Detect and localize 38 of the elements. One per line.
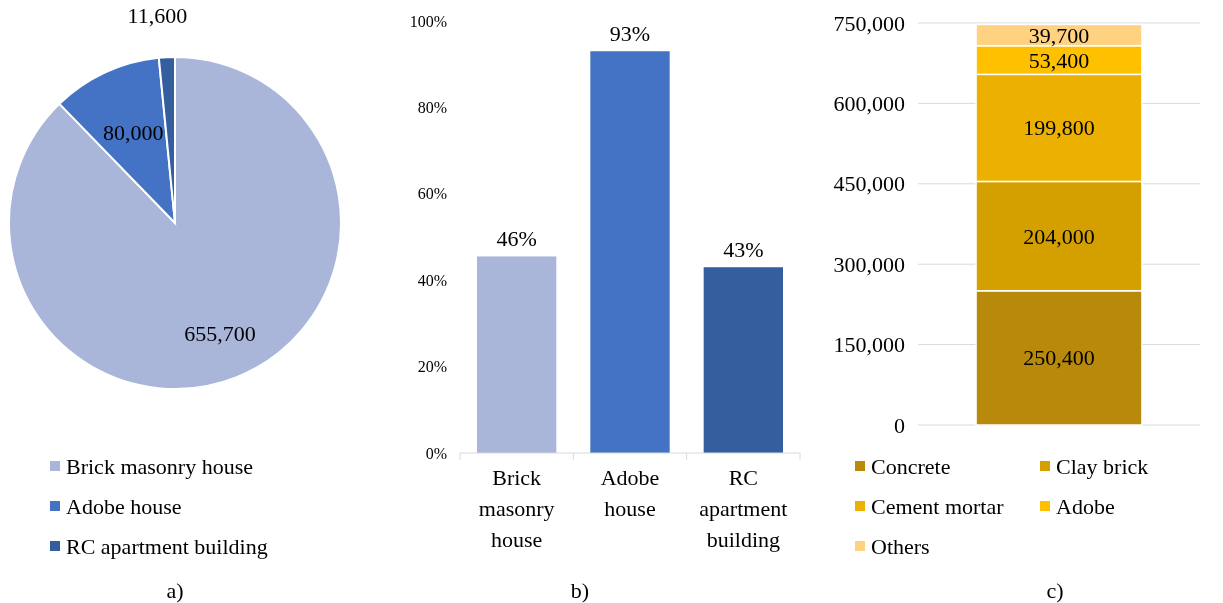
bar <box>703 267 783 453</box>
y-tick-label: 600,000 <box>833 90 905 116</box>
data-label: 53,400 <box>1028 47 1090 73</box>
legend-label: Concrete <box>871 453 951 479</box>
y-tick-label: 450,000 <box>833 171 905 197</box>
data-label: 39,700 <box>1028 22 1090 48</box>
text: b) <box>570 578 590 603</box>
data-label: 43% <box>723 237 764 263</box>
y-tick-label: 0 <box>894 412 905 438</box>
y-tick-label: 300,000 <box>833 251 905 277</box>
legend-label: Cement mortar <box>871 493 1005 519</box>
bar <box>590 51 670 453</box>
y-tick-label: 40% <box>417 271 447 289</box>
y-tick-label: 0% <box>425 444 447 462</box>
y-tick-label: 20% <box>417 358 447 376</box>
bar <box>477 256 557 453</box>
y-tick-label: 60% <box>417 185 447 203</box>
data-label: 250,400 <box>1023 345 1095 371</box>
text: c) <box>1046 578 1064 603</box>
data-label: 199,800 <box>1023 115 1095 141</box>
data-label: 93% <box>609 21 651 47</box>
data-label: 11,600 <box>127 2 188 28</box>
y-tick-label: 150,000 <box>833 332 905 358</box>
legend-label: Clay brick <box>1056 453 1149 479</box>
x-tick-label: Adobe house <box>600 465 660 521</box>
data-label: 655,700 <box>184 321 256 347</box>
y-tick-label: 80% <box>417 98 447 116</box>
y-tick-label: 750,000 <box>833 10 905 36</box>
x-tick-label: Brick masonry house <box>478 465 555 552</box>
text: a) <box>166 578 184 603</box>
legend-label: Others <box>871 533 930 559</box>
y-tick-label: 100% <box>409 12 447 30</box>
data-label: 204,000 <box>1023 223 1095 249</box>
legend-label: Adobe <box>1056 493 1115 519</box>
pie-slice <box>8 56 342 390</box>
data-label: 80,000 <box>102 120 164 146</box>
x-tick-label: RC apartment building <box>699 465 788 552</box>
data-label: 46% <box>496 226 537 252</box>
